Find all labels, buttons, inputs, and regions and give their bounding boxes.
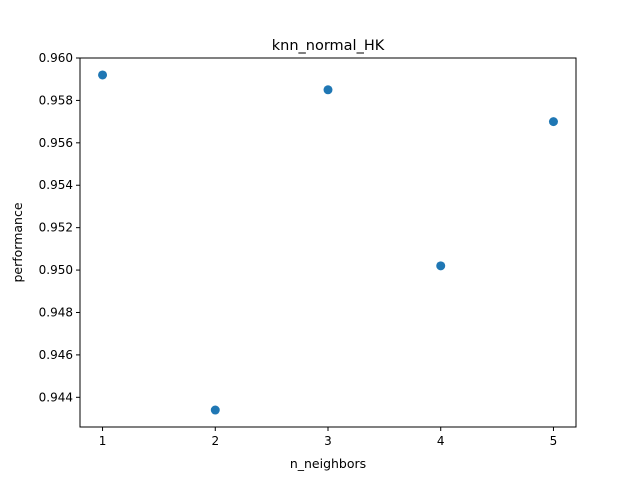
y-tick-label: 0.948 (39, 305, 73, 319)
plot-frame (79, 57, 577, 428)
y-tick-label: 0.954 (39, 178, 73, 192)
y-tick-label: 0.950 (39, 263, 73, 277)
x-tick-label: 5 (550, 434, 558, 448)
y-tick-label: 0.946 (39, 348, 73, 362)
data-point (323, 85, 333, 95)
data-point (98, 70, 108, 80)
y-tick-label: 0.944 (39, 390, 73, 404)
x-axis-label: n_neighbors (290, 456, 366, 471)
data-point (548, 117, 558, 127)
chart-title: knn_normal_HK (272, 38, 385, 54)
y-axis-label: performance (10, 202, 25, 282)
axis-ticks: 1 2 3 4 5 0.944 0.946 0.948 0.950 0.952 0.954 0.956… (39, 51, 558, 448)
x-tick-label: 3 (324, 434, 332, 448)
y-tick-label: 0.952 (39, 221, 73, 235)
x-tick-label: 1 (99, 434, 107, 448)
y-tick-label: 0.958 (39, 93, 73, 107)
y-tick-label: 0.960 (39, 51, 73, 65)
x-tick-label: 4 (437, 434, 445, 448)
data-point (436, 261, 446, 271)
y-tick-label: 0.956 (39, 136, 73, 150)
data-point (210, 405, 220, 415)
x-tick-label: 2 (211, 434, 219, 448)
data-points (98, 70, 558, 415)
